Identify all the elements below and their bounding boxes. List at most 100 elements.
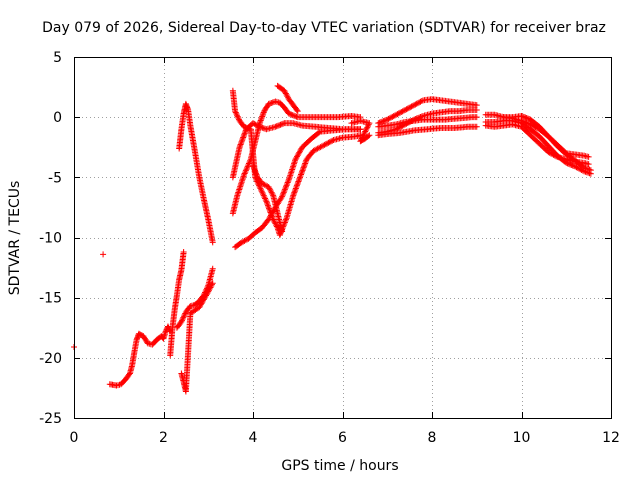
data-point <box>389 113 396 120</box>
data-point <box>200 296 207 303</box>
data-point <box>244 164 251 171</box>
data-point <box>263 199 270 206</box>
data-point <box>241 130 248 137</box>
data-point <box>519 113 526 120</box>
data-point <box>291 188 298 195</box>
data-point <box>206 285 213 292</box>
data-point <box>413 100 420 107</box>
y-tick-label: 5 <box>53 50 62 66</box>
data-point <box>261 194 268 201</box>
data-point <box>284 93 291 100</box>
data-point <box>300 166 307 173</box>
data-point <box>237 141 244 148</box>
data-point <box>327 138 334 145</box>
data-point <box>180 313 187 320</box>
data-point <box>239 137 246 144</box>
series-arc-b-rise <box>173 265 216 331</box>
data-point <box>574 164 581 171</box>
data-point <box>258 186 265 193</box>
data-point <box>266 205 273 212</box>
series-isolated-2 <box>100 251 107 258</box>
data-point <box>412 116 419 123</box>
data-point <box>293 154 300 161</box>
data-point <box>199 299 206 306</box>
data-point <box>283 91 290 98</box>
data-point <box>257 185 264 192</box>
data-point <box>403 106 410 113</box>
data-point <box>397 124 404 131</box>
data-point <box>181 311 188 318</box>
data-point <box>232 108 239 115</box>
data-point <box>281 87 288 94</box>
data-point <box>205 287 212 294</box>
data-point <box>247 157 254 164</box>
data-point <box>294 179 301 186</box>
data-point <box>254 122 261 129</box>
data-point <box>299 168 306 175</box>
data-point <box>273 223 280 230</box>
data-point <box>285 178 292 185</box>
data-point <box>238 140 245 147</box>
data-point <box>547 150 554 157</box>
data-point <box>198 300 205 307</box>
data-point <box>301 161 308 168</box>
data-point <box>360 131 367 138</box>
data-point <box>270 208 277 215</box>
data-point <box>208 283 215 290</box>
data-point <box>274 122 281 129</box>
data-point <box>418 113 425 120</box>
data-point <box>546 149 553 156</box>
data-point <box>551 152 558 159</box>
data-point <box>283 216 290 223</box>
data-point <box>522 114 529 121</box>
data-point <box>295 150 302 157</box>
data-point <box>267 213 274 220</box>
y-axis-label: SDTVAR / TECUs <box>7 181 23 296</box>
data-point <box>178 318 185 325</box>
data-point <box>292 185 299 192</box>
data-point <box>550 151 557 158</box>
series-tail-3 <box>482 121 592 168</box>
series-band-1 <box>375 96 480 127</box>
data-point <box>235 115 242 122</box>
data-point <box>251 120 258 127</box>
data-point <box>399 108 406 115</box>
data-point <box>126 371 133 378</box>
data-point <box>196 304 203 311</box>
data-point <box>414 115 421 122</box>
data-point <box>326 139 333 146</box>
series-arc-f <box>229 98 364 217</box>
data-point <box>585 153 592 160</box>
data-point <box>413 115 420 122</box>
data-point <box>267 186 274 193</box>
data-point <box>300 164 307 171</box>
data-point <box>281 219 288 226</box>
data-point <box>361 129 368 136</box>
data-point <box>282 89 289 96</box>
data-point <box>568 161 575 168</box>
data-point <box>397 109 404 116</box>
y-tick-label: -25 <box>39 411 62 427</box>
data-point <box>293 182 300 189</box>
data-point <box>241 171 248 178</box>
data-point <box>265 203 272 210</box>
data-point <box>203 291 210 298</box>
data-point <box>255 123 262 130</box>
data-point <box>290 192 297 199</box>
data-point <box>402 106 409 113</box>
series-band-4 <box>375 123 480 139</box>
data-point <box>289 112 296 119</box>
data-point <box>265 216 272 223</box>
series-band-mid <box>348 117 373 145</box>
data-point <box>264 201 271 208</box>
data-point <box>209 239 216 246</box>
series-tail-4 <box>500 112 594 174</box>
data-point <box>412 101 419 108</box>
data-point <box>281 186 288 193</box>
axis-layer: 0 2 4 6 8 10 12 -25 -20 -15 -10 -5 0 5 <box>39 50 620 446</box>
series-arc-h <box>274 82 301 115</box>
data-point <box>411 102 418 109</box>
data-point <box>258 188 265 195</box>
data-point <box>238 138 245 145</box>
data-point <box>298 170 305 177</box>
